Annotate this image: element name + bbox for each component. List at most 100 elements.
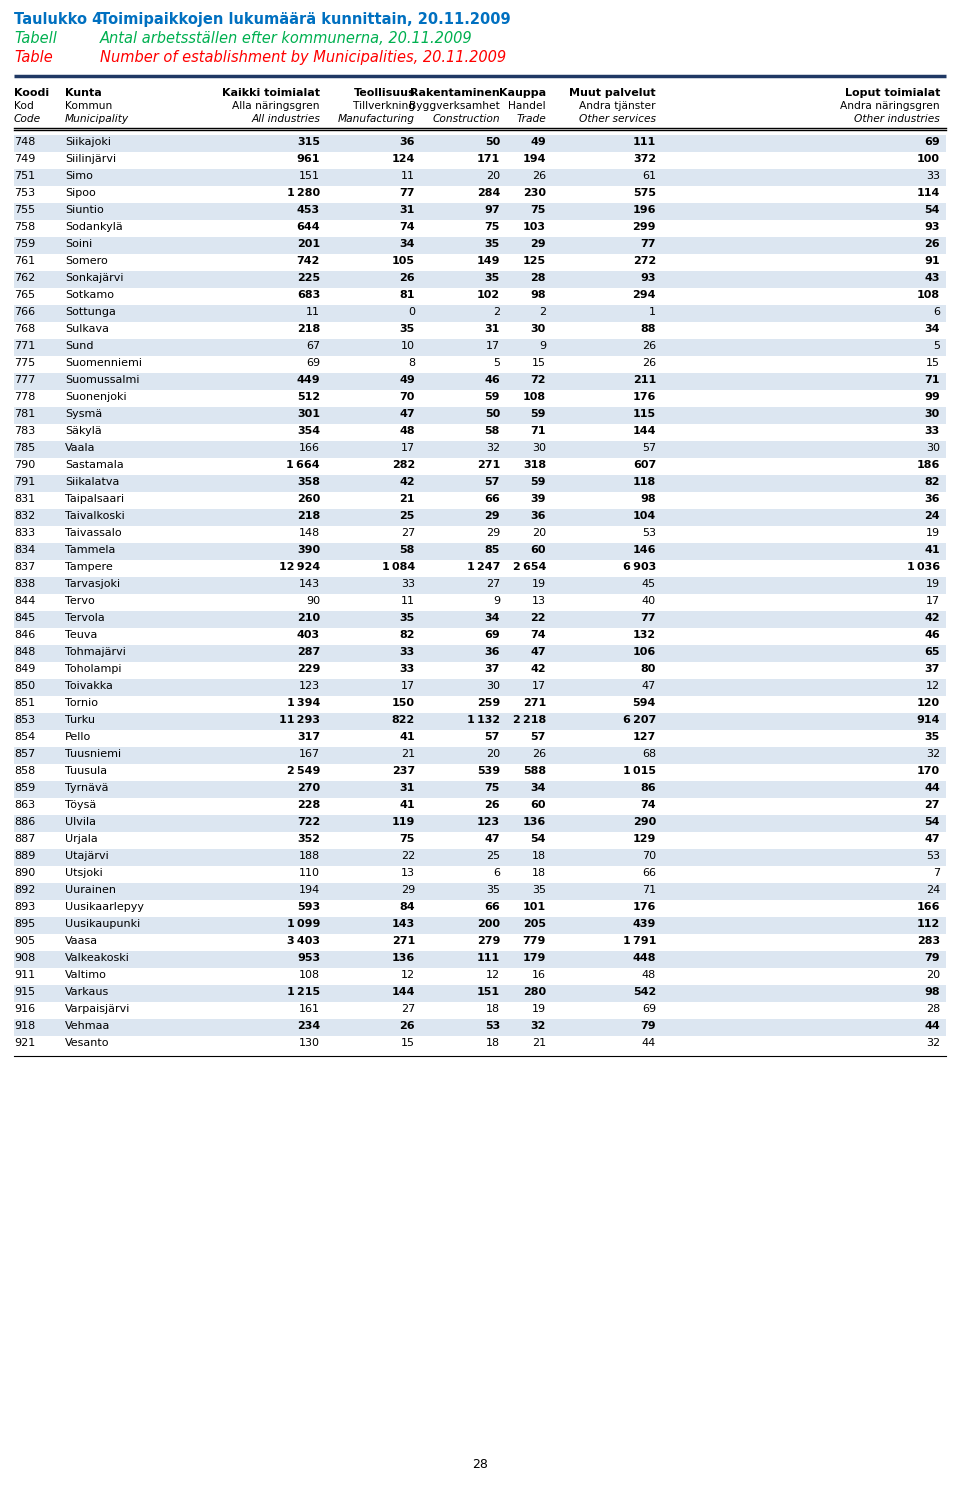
Text: 104: 104	[633, 510, 656, 521]
Text: Sodankylä: Sodankylä	[65, 222, 123, 231]
Text: Simo: Simo	[65, 172, 93, 181]
Text: 27: 27	[400, 528, 415, 539]
Text: 17: 17	[532, 680, 546, 691]
Text: 77: 77	[640, 239, 656, 249]
Text: All industries: All industries	[252, 113, 320, 124]
Text: 130: 130	[299, 1038, 320, 1047]
Text: Töysä: Töysä	[65, 800, 96, 810]
Text: 29: 29	[485, 510, 500, 521]
Text: 779: 779	[522, 935, 546, 946]
Text: 99: 99	[924, 392, 940, 401]
Text: 30: 30	[531, 324, 546, 334]
Text: 11 293: 11 293	[279, 715, 320, 725]
Text: 11: 11	[306, 307, 320, 316]
Text: 27: 27	[400, 1004, 415, 1015]
Text: 28: 28	[472, 1459, 488, 1471]
Text: 33: 33	[399, 648, 415, 656]
Bar	[14, 474, 946, 492]
Text: 19: 19	[532, 579, 546, 589]
Text: 50: 50	[485, 409, 500, 419]
Text: 35: 35	[486, 885, 500, 895]
Text: 17: 17	[401, 680, 415, 691]
Text: Vaasa: Vaasa	[65, 935, 98, 946]
Text: Muut palvelut: Muut palvelut	[569, 88, 656, 98]
Text: 46: 46	[924, 630, 940, 640]
Text: 143: 143	[392, 919, 415, 930]
Text: 850: 850	[14, 680, 36, 691]
Text: 838: 838	[14, 579, 36, 589]
Text: 832: 832	[14, 510, 36, 521]
Text: 1 132: 1 132	[467, 715, 500, 725]
Text: 301: 301	[297, 409, 320, 419]
Bar	[14, 203, 946, 219]
Text: 588: 588	[523, 765, 546, 776]
Text: 858: 858	[14, 765, 36, 776]
Text: 58: 58	[485, 427, 500, 436]
Text: 358: 358	[297, 477, 320, 486]
Text: 1 215: 1 215	[287, 988, 320, 997]
Text: Valkeakoski: Valkeakoski	[65, 953, 130, 962]
Text: Sulkava: Sulkava	[65, 324, 109, 334]
Text: 539: 539	[477, 765, 500, 776]
Text: 908: 908	[14, 953, 36, 962]
Text: 43: 43	[924, 273, 940, 283]
Text: 71: 71	[642, 885, 656, 895]
Text: 103: 103	[523, 222, 546, 231]
Text: 19: 19	[925, 528, 940, 539]
Text: 80: 80	[640, 664, 656, 674]
Text: Sastamala: Sastamala	[65, 460, 124, 470]
Text: 20: 20	[925, 970, 940, 980]
Text: Tohmajärvi: Tohmajärvi	[65, 648, 126, 656]
Text: 11: 11	[401, 172, 415, 181]
Text: 1 036: 1 036	[907, 562, 940, 571]
Text: 36: 36	[485, 648, 500, 656]
Text: 123: 123	[299, 680, 320, 691]
Text: 890: 890	[14, 868, 36, 877]
Text: 271: 271	[523, 698, 546, 709]
Text: 46: 46	[484, 374, 500, 385]
Text: 5: 5	[493, 358, 500, 369]
Text: 66: 66	[484, 494, 500, 504]
Text: 892: 892	[14, 885, 36, 895]
Text: 85: 85	[485, 545, 500, 555]
Text: 111: 111	[477, 953, 500, 962]
Bar	[14, 169, 946, 186]
Text: 41: 41	[399, 733, 415, 742]
Text: 911: 911	[14, 970, 36, 980]
Text: Suomussalmi: Suomussalmi	[65, 374, 139, 385]
Bar	[14, 134, 946, 152]
Text: 299: 299	[633, 222, 656, 231]
Text: 12: 12	[486, 970, 500, 980]
Text: 15: 15	[532, 358, 546, 369]
Text: 129: 129	[633, 834, 656, 844]
Text: 17: 17	[401, 443, 415, 454]
Text: Tornio: Tornio	[65, 698, 98, 709]
Text: Tyrnävä: Tyrnävä	[65, 783, 108, 794]
Text: 453: 453	[297, 204, 320, 215]
Text: 37: 37	[485, 664, 500, 674]
Text: Varpaisjärvi: Varpaisjärvi	[65, 1004, 131, 1015]
Text: Kaikki toimialat: Kaikki toimialat	[222, 88, 320, 98]
Text: 32: 32	[531, 1021, 546, 1031]
Text: 644: 644	[297, 222, 320, 231]
Text: 749: 749	[14, 154, 36, 164]
Text: Tabell: Tabell	[14, 31, 57, 46]
Bar	[14, 577, 946, 594]
Text: 13: 13	[532, 595, 546, 606]
Text: Toimipaikkojen lukumäärä kunnittain, 20.11.2009: Toimipaikkojen lukumäärä kunnittain, 20.…	[100, 12, 511, 27]
Text: 761: 761	[14, 257, 36, 266]
Text: 279: 279	[476, 935, 500, 946]
Text: Siikajoki: Siikajoki	[65, 137, 111, 148]
Text: 79: 79	[640, 1021, 656, 1031]
Text: 53: 53	[485, 1021, 500, 1031]
Text: Siuntio: Siuntio	[65, 204, 104, 215]
Text: 31: 31	[399, 204, 415, 215]
Text: 144: 144	[633, 427, 656, 436]
Text: Utsjoki: Utsjoki	[65, 868, 103, 877]
Text: 120: 120	[917, 698, 940, 709]
Text: 79: 79	[924, 953, 940, 962]
Text: Tarvasjoki: Tarvasjoki	[65, 579, 120, 589]
Text: 86: 86	[640, 783, 656, 794]
Text: 11: 11	[401, 595, 415, 606]
Text: 171: 171	[477, 154, 500, 164]
